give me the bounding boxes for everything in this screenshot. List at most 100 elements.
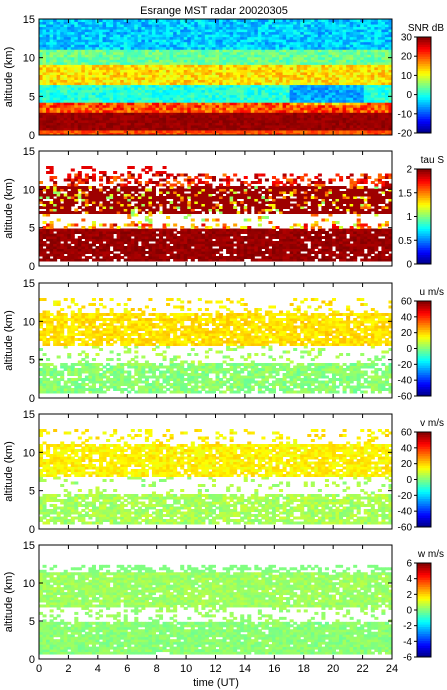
heatmap-cell [183, 24, 188, 28]
heatmap-cell [99, 79, 104, 83]
heatmap-cell [190, 82, 195, 86]
heatmap-cell [279, 77, 284, 81]
heatmap-cell [155, 29, 160, 33]
heatmap-cell [208, 109, 213, 113]
heatmap-cell [169, 99, 174, 103]
heatmap-cell [77, 112, 82, 116]
heatmap-cell [236, 51, 241, 55]
heatmap-cell [229, 104, 234, 108]
heatmap-cell [84, 34, 89, 38]
heatmap-cell [201, 54, 206, 58]
heatmap-cell [183, 46, 188, 50]
heatmap-cell [286, 117, 291, 121]
heatmap-cell [236, 82, 241, 86]
heatmap-cell [282, 107, 287, 111]
heatmap-cell [123, 39, 128, 43]
heatmap-cell [261, 51, 266, 55]
heatmap-cell [60, 122, 65, 126]
heatmap-cell [81, 69, 86, 73]
heatmap-cell [77, 124, 82, 128]
heatmap-cell [116, 127, 121, 131]
heatmap-cell [130, 82, 135, 86]
heatmap-cell [102, 94, 107, 98]
heatmap-cell [271, 54, 277, 58]
heatmap-cell [56, 129, 61, 133]
heatmap-cell [264, 36, 269, 40]
heatmap-cell [151, 129, 156, 133]
heatmap-cell [53, 117, 58, 121]
heatmap-cell [95, 77, 100, 81]
heatmap-cell [169, 104, 174, 108]
heatmap-cell [113, 46, 118, 50]
heatmap-cell [275, 64, 280, 68]
heatmap-cell [99, 122, 104, 126]
heatmap-cell [219, 49, 224, 53]
heatmap-cell [173, 117, 178, 121]
heatmap-cell [88, 74, 93, 78]
heatmap-cell [222, 34, 227, 38]
heatmap-cell [250, 94, 255, 98]
heatmap-cell [271, 79, 277, 83]
heatmap-cell [194, 56, 199, 60]
heatmap-cell [187, 84, 192, 88]
heatmap-cell [169, 122, 174, 126]
heatmap-cell [116, 64, 121, 68]
heatmap-cell [219, 112, 224, 116]
heatmap-cell [173, 59, 178, 63]
heatmap-cell [243, 84, 248, 88]
heatmap-cell [187, 61, 192, 65]
heatmap-cell [84, 102, 89, 106]
heatmap-cell [250, 89, 255, 93]
heatmap-cell [56, 39, 61, 43]
heatmap-cell [257, 114, 262, 118]
heatmap-cell [271, 119, 277, 123]
heatmap-cell [134, 51, 139, 55]
heatmap-cell [148, 109, 153, 113]
heatmap-cell [67, 71, 72, 75]
heatmap-cell [49, 71, 54, 75]
heatmap-cell [84, 99, 89, 103]
heatmap-cell [84, 114, 89, 118]
heatmap-cell [219, 39, 224, 43]
heatmap-cell [84, 84, 89, 88]
heatmap-cell [151, 31, 156, 35]
heatmap-cell [215, 127, 220, 131]
heatmap-cell [113, 117, 118, 121]
heatmap-cell [53, 21, 58, 25]
heatmap-cell [81, 36, 86, 40]
heatmap-cell [201, 122, 206, 126]
heatmap-cell [56, 49, 61, 53]
heatmap-cell [123, 74, 128, 78]
heatmap-cell [254, 74, 259, 78]
heatmap-cell [247, 21, 252, 25]
heatmap-cell [109, 92, 114, 96]
heatmap-cell [127, 44, 132, 48]
heatmap-cell [187, 104, 192, 108]
heatmap-cell [211, 29, 216, 33]
heatmap-cell [148, 29, 153, 33]
heatmap-cell [257, 39, 262, 43]
heatmap-cell [120, 71, 125, 75]
heatmap-cell [197, 109, 202, 113]
heatmap-cell [123, 117, 128, 121]
heatmap-cell [240, 87, 245, 91]
heatmap-cell [197, 102, 202, 106]
heatmap-cell [208, 59, 213, 63]
heatmap-cell [60, 26, 65, 30]
heatmap-cell [91, 119, 96, 123]
heatmap-cell [226, 44, 231, 48]
heatmap-cell [286, 99, 291, 103]
heatmap-cell [60, 117, 65, 121]
heatmap-cell [229, 26, 234, 30]
heatmap-cell [63, 99, 68, 103]
heatmap-cell [275, 82, 280, 86]
heatmap-cell [113, 129, 118, 133]
heatmap-cell [257, 112, 262, 116]
heatmap-cell [84, 132, 89, 136]
heatmap-cell [127, 54, 132, 58]
heatmap-cell [99, 107, 104, 111]
heatmap-cell [127, 56, 132, 60]
heatmap-cell [81, 26, 86, 30]
heatmap-cell [173, 29, 178, 33]
